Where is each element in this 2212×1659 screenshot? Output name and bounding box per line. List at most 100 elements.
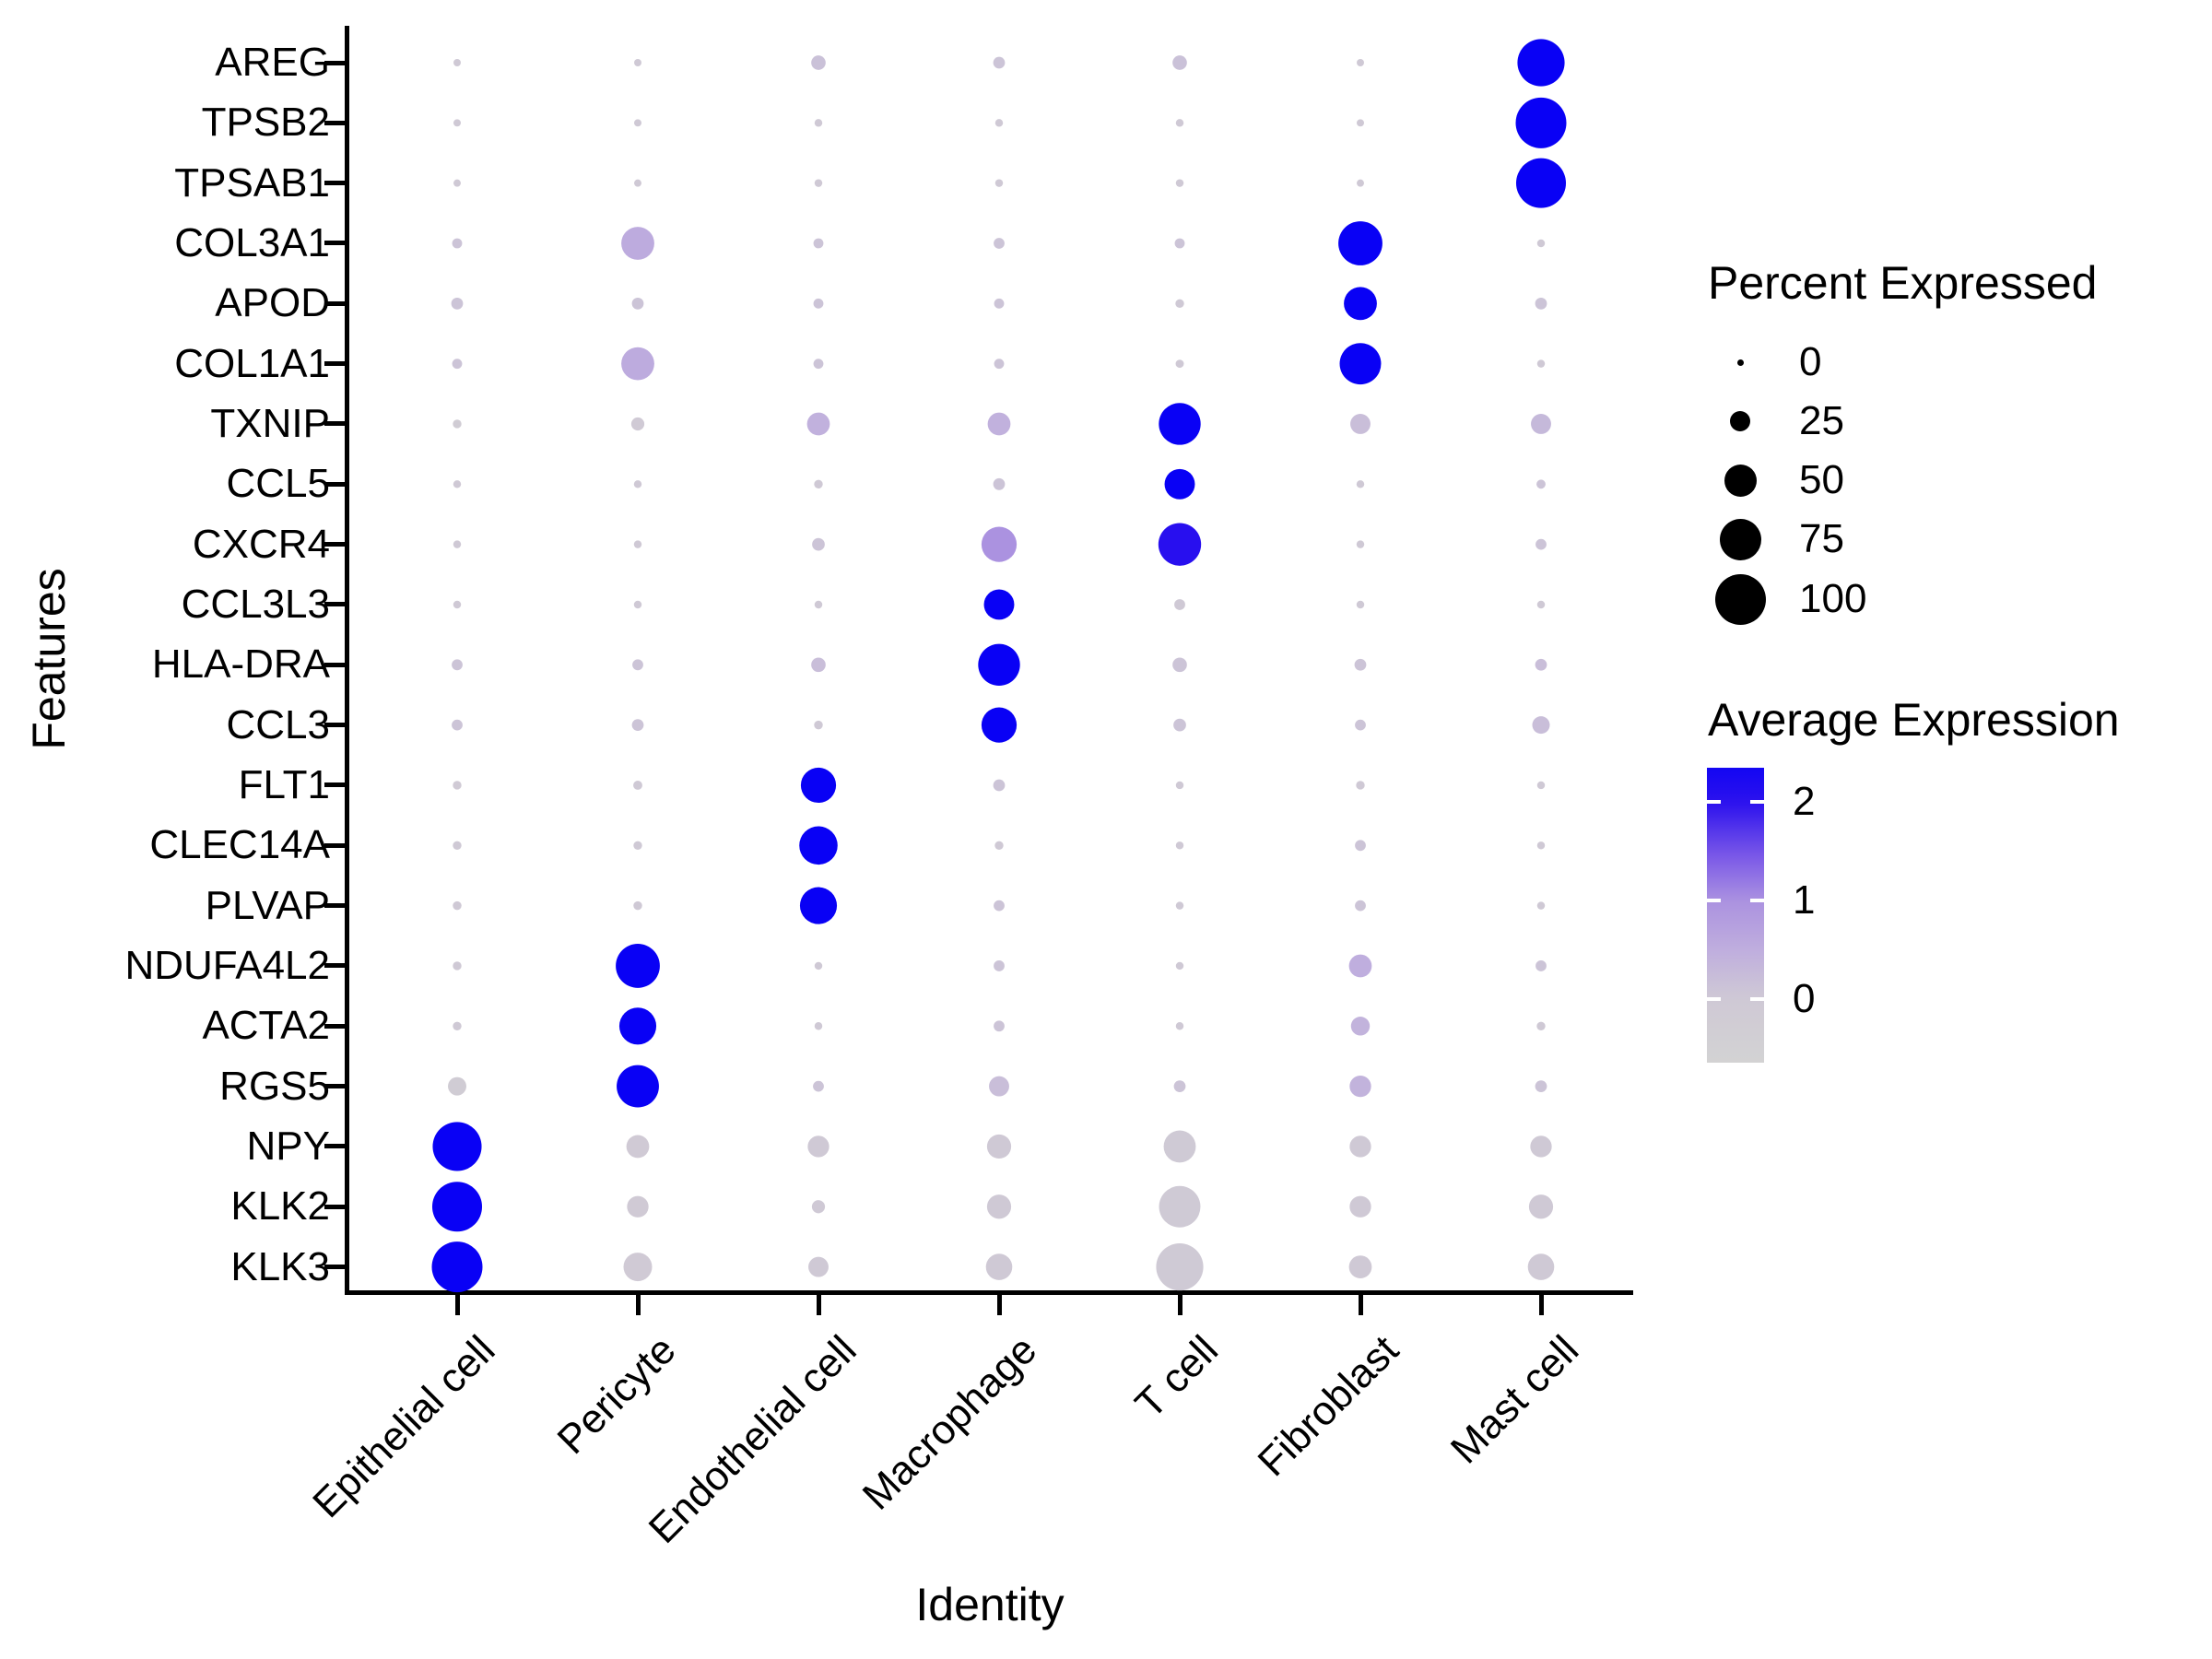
dot-COL3A1-Fibroblast <box>1338 221 1382 265</box>
size-legend-dot-100 <box>1714 573 1766 625</box>
dot-CCL3L3-Macrophage <box>983 589 1015 620</box>
dot-CLEC14A-T-cell <box>1175 841 1184 850</box>
size-legend-label-25: 25 <box>1799 398 1844 443</box>
dot-AREG-Endothelial-cell <box>811 55 826 70</box>
dot-RGS5-T-cell <box>1173 1080 1186 1092</box>
dot-TXNIP-Fibroblast <box>1350 414 1371 434</box>
dot-PLVAP-Mast-cell <box>1536 901 1546 910</box>
dot-TPSAB1-Fibroblast <box>1357 179 1364 187</box>
dot-KLK3-Mast-cell <box>1527 1253 1555 1280</box>
dot-ACTA2-T-cell <box>1175 1022 1184 1030</box>
dot-APOD-T-cell <box>1175 299 1184 309</box>
dot-COL1A1-T-cell <box>1175 359 1184 369</box>
size-legend-dot-75 <box>1719 518 1761 560</box>
y-tick-label-KLK3: KLK3 <box>230 1243 330 1289</box>
dot-matrix <box>431 39 1567 1293</box>
dot-CXCR4-Pericyte <box>633 540 642 548</box>
dot-CLEC14A-Pericyte <box>633 841 642 850</box>
size-legend-label-100: 100 <box>1799 576 1867 621</box>
x-axis-line <box>345 1290 1633 1295</box>
y-tick-label-NDUFA4L2: NDUFA4L2 <box>124 942 330 988</box>
x-tick <box>1177 1295 1182 1315</box>
dot-TPSAB1-Epithelial-cell <box>453 179 461 187</box>
y-tick-label-HLA-DRA: HLA-DRA <box>151 641 330 688</box>
dot-CCL3L3-Endothelial-cell <box>814 600 823 609</box>
dot-NPY-Mast-cell <box>1530 1135 1552 1158</box>
dot-APOD-Pericyte <box>631 297 644 310</box>
dot-RGS5-Endothelial-cell <box>813 1080 824 1092</box>
plot-area <box>348 28 1631 1293</box>
colorbar-tick <box>1707 996 1721 1001</box>
dot-KLK3-Epithelial-cell <box>431 1241 483 1293</box>
colorbar-tick <box>1750 996 1764 1001</box>
colorbar-tick <box>1707 800 1721 805</box>
dot-TXNIP-T-cell <box>1159 403 1201 445</box>
dot-PLVAP-Epithelial-cell <box>453 900 462 911</box>
dot-COL1A1-Macrophage <box>994 359 1005 370</box>
dot-CLEC14A-Mast-cell <box>1536 841 1546 850</box>
y-tick <box>324 60 345 65</box>
x-tick <box>454 1295 460 1315</box>
dot-COL1A1-Endothelial-cell <box>813 359 824 370</box>
dot-TXNIP-Endothelial-cell <box>806 412 830 436</box>
x-tick-label-Epithelial-cell: Epithelial cell <box>304 1327 504 1527</box>
dot-CCL3-T-cell <box>1173 718 1186 732</box>
colorbar-label-1: 1 <box>1793 877 1816 923</box>
dot-PLVAP-Endothelial-cell <box>799 887 838 924</box>
dot-FLT1-Epithelial-cell <box>453 781 462 790</box>
dot-FLT1-T-cell <box>1175 781 1184 790</box>
dot-COL3A1-Mast-cell <box>1536 239 1546 248</box>
dot-TPSB2-Epithelial-cell <box>453 119 461 127</box>
y-tick <box>324 1265 345 1270</box>
dot-AREG-Epithelial-cell <box>453 59 461 66</box>
dot-NDUFA4L2-Fibroblast <box>1348 954 1372 978</box>
dot-KLK2-Epithelial-cell <box>431 1182 483 1232</box>
dot-NPY-Epithelial-cell <box>432 1122 482 1171</box>
size-legend-dot-50 <box>1724 464 1757 497</box>
dot-COL3A1-Endothelial-cell <box>813 238 824 249</box>
dot-KLK3-Fibroblast <box>1348 1255 1372 1278</box>
dot-AREG-Macrophage <box>993 56 1006 69</box>
dot-RGS5-Fibroblast <box>1349 1075 1371 1098</box>
dot-KLK2-Macrophage <box>986 1194 1012 1219</box>
dot-KLK2-T-cell <box>1159 1185 1201 1228</box>
average-expression-colorbar <box>1707 768 1764 1063</box>
dot-CXCR4-T-cell <box>1158 523 1202 566</box>
dot-TPSB2-Fibroblast <box>1357 119 1364 127</box>
y-tick <box>324 602 345 607</box>
dot-HLA-DRA-Endothelial-cell <box>811 657 826 673</box>
dot-CXCR4-Endothelial-cell <box>812 537 825 551</box>
dot-KLK2-Mast-cell <box>1528 1194 1554 1219</box>
dot-RGS5-Epithelial-cell <box>448 1077 466 1096</box>
dot-FLT1-Endothelial-cell <box>800 767 837 804</box>
dot-CCL5-Endothelial-cell <box>814 479 823 489</box>
y-tick-label-TXNIP: TXNIP <box>210 400 330 446</box>
dot-COL3A1-T-cell <box>1174 238 1185 249</box>
y-tick <box>324 1023 345 1029</box>
dot-PLVAP-Fibroblast <box>1355 900 1366 912</box>
dot-PLVAP-Macrophage <box>994 900 1005 912</box>
dot-CCL3-Fibroblast <box>1355 719 1366 731</box>
y-tick <box>324 1204 345 1209</box>
dot-CCL3L3-Pericyte <box>633 600 642 609</box>
dot-CCL3-Endothelial-cell <box>814 720 823 730</box>
dot-KLK2-Pericyte <box>627 1195 649 1218</box>
dot-ACTA2-Endothelial-cell <box>814 1022 823 1030</box>
y-tick <box>324 120 345 125</box>
dot-HLA-DRA-Macrophage <box>978 643 1020 686</box>
dot-NDUFA4L2-Endothelial-cell <box>814 961 823 971</box>
x-tick <box>816 1295 821 1315</box>
y-tick-label-AREG: AREG <box>215 40 330 85</box>
dot-RGS5-Macrophage <box>989 1076 1009 1097</box>
dot-APOD-Endothelial-cell <box>813 298 824 309</box>
y-tick-label-RGS5: RGS5 <box>219 1063 330 1109</box>
dot-TPSAB1-Endothelial-cell <box>814 179 823 187</box>
y-tick-label-COL1A1: COL1A1 <box>174 340 330 386</box>
x-tick <box>996 1295 1002 1315</box>
y-axis-line <box>345 26 349 1295</box>
colorbar-label-0: 0 <box>1793 975 1816 1021</box>
dot-FLT1-Mast-cell <box>1536 781 1546 790</box>
dot-HLA-DRA-T-cell <box>1172 657 1187 673</box>
dot-HLA-DRA-Fibroblast <box>1354 658 1367 671</box>
x-tick-label-Mast-cell: Mast cell <box>1442 1327 1588 1473</box>
